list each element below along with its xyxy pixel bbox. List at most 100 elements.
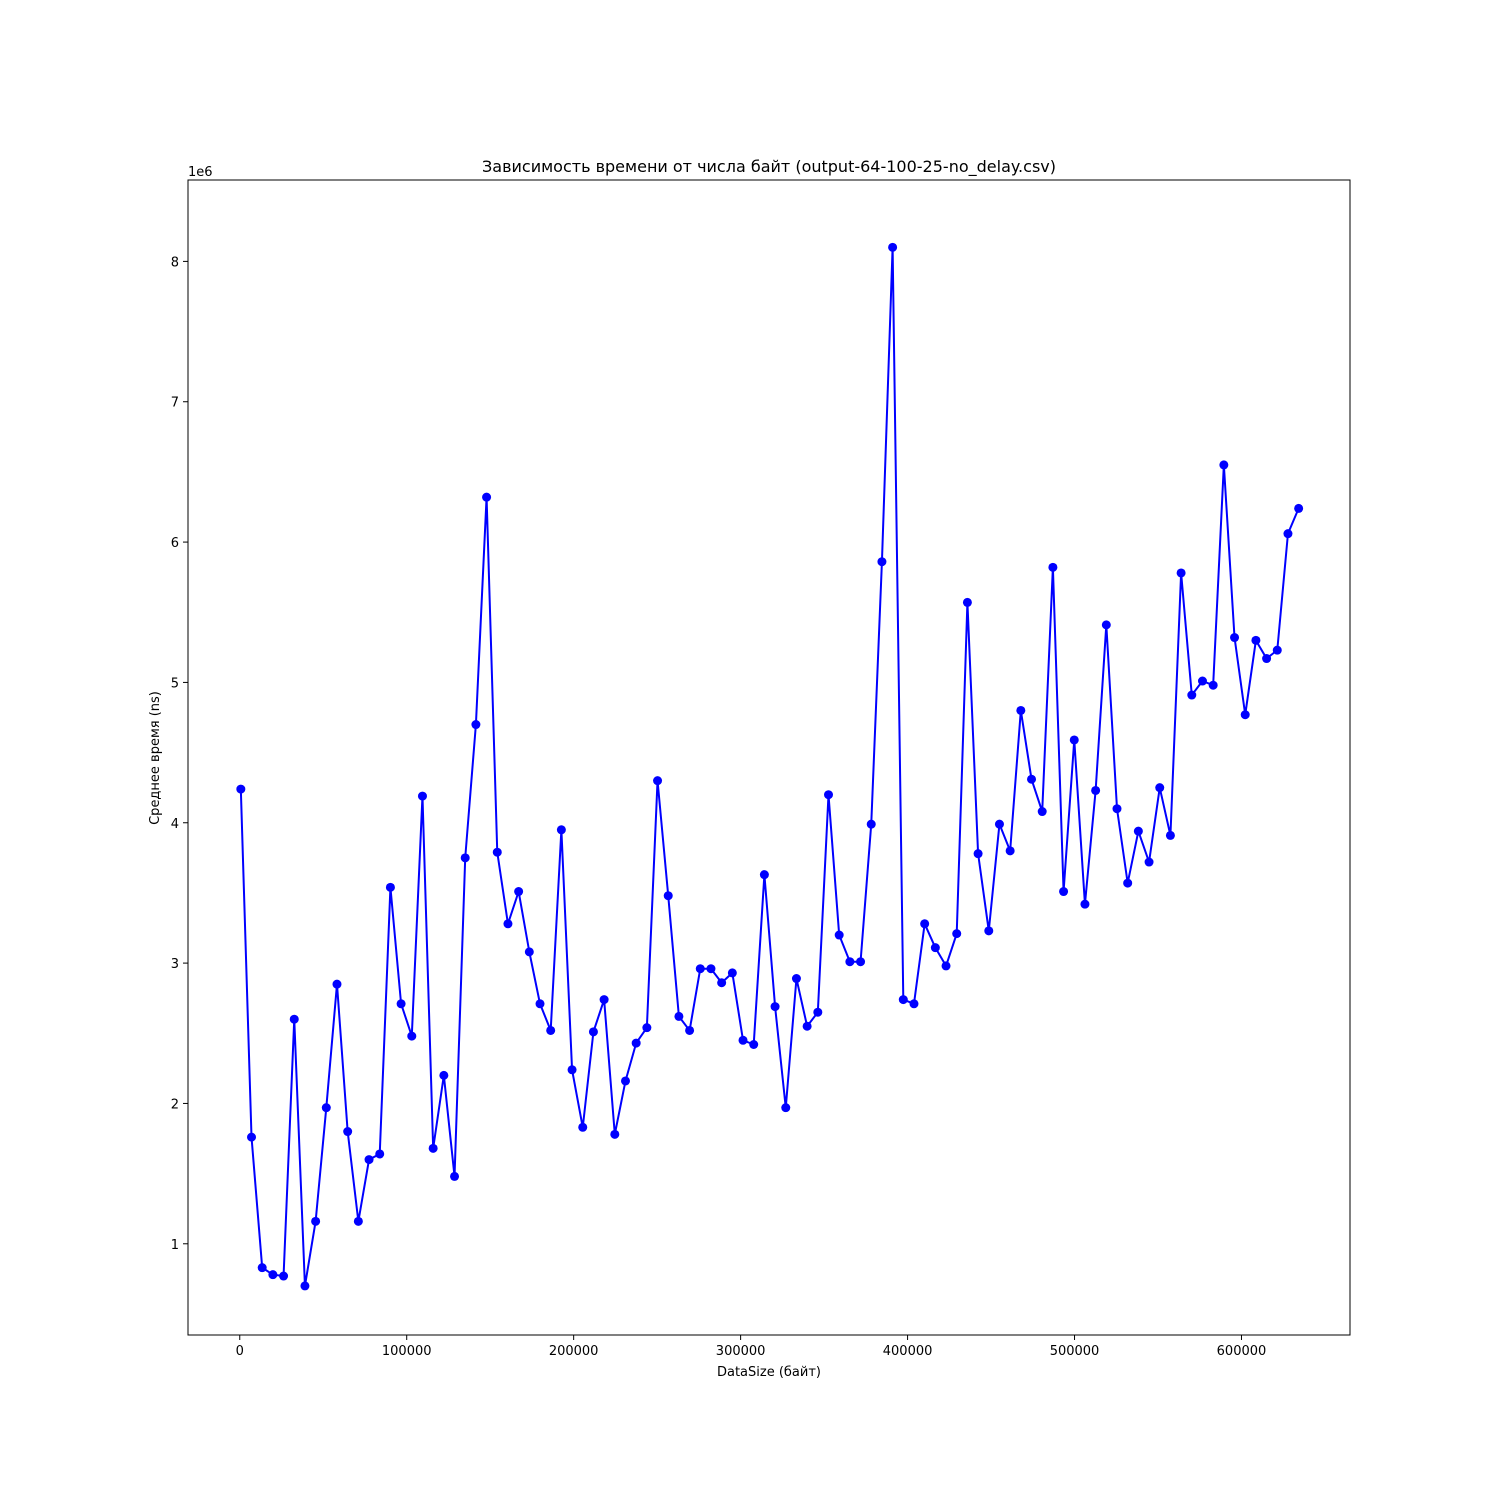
- data-point: [738, 1035, 748, 1045]
- data-point: [556, 825, 566, 835]
- series-line: [239, 246, 1300, 1287]
- data-point: [578, 1122, 588, 1132]
- data-point: [514, 887, 524, 897]
- data-point: [952, 929, 962, 939]
- x-tick-label: 100000: [382, 1344, 432, 1359]
- data-point: [770, 1002, 780, 1012]
- data-point: [1080, 899, 1090, 909]
- x-tick-label: 400000: [883, 1344, 933, 1359]
- data-point: [364, 1155, 374, 1165]
- x-tick-label: 0: [236, 1344, 244, 1359]
- data-point: [546, 1025, 556, 1035]
- data-point: [984, 926, 994, 936]
- data-point: [1155, 783, 1165, 793]
- data-point: [450, 1171, 460, 1181]
- y-tick-label: 6: [171, 536, 179, 551]
- data-point: [663, 891, 673, 901]
- data-point: [1048, 562, 1058, 572]
- data-point: [599, 995, 609, 1005]
- data-point: [824, 790, 834, 800]
- data-point: [1112, 804, 1122, 814]
- data-point: [417, 791, 427, 801]
- data-point: [930, 943, 940, 953]
- data-point: [396, 999, 406, 1009]
- series-points-group: [236, 242, 1304, 1291]
- data-point: [1187, 690, 1197, 700]
- y-tick-label: 2: [171, 1097, 179, 1112]
- data-point: [279, 1271, 289, 1281]
- data-point: [1283, 529, 1293, 539]
- data-point: [973, 849, 983, 859]
- y-tick-label: 5: [171, 676, 179, 691]
- data-point: [781, 1103, 791, 1113]
- data-point: [1240, 710, 1250, 720]
- data-point: [642, 1023, 652, 1033]
- data-point: [1091, 785, 1101, 795]
- data-point: [631, 1038, 641, 1048]
- data-point: [941, 961, 951, 971]
- data-point: [492, 847, 502, 857]
- data-point: [289, 1014, 299, 1024]
- data-point: [460, 853, 470, 863]
- data-point: [439, 1070, 449, 1080]
- data-point: [610, 1129, 620, 1139]
- data-point: [695, 964, 705, 974]
- data-point: [1197, 676, 1207, 686]
- data-point: [524, 947, 534, 957]
- plot-area: [187, 179, 1351, 1336]
- data-point: [300, 1281, 310, 1291]
- data-point: [407, 1031, 417, 1041]
- data-point: [1262, 654, 1272, 664]
- plot-frame: [187, 179, 1351, 1336]
- y-tick-label: 3: [171, 957, 179, 972]
- data-point: [834, 930, 844, 940]
- data-point: [375, 1149, 385, 1159]
- data-point: [1037, 807, 1047, 817]
- chart-title: Зависимость времени от числа байт (outpu…: [482, 157, 1056, 177]
- data-point: [620, 1076, 630, 1086]
- data-point: [674, 1011, 684, 1021]
- x-tick-label: 600000: [1217, 1344, 1267, 1359]
- data-point: [268, 1270, 278, 1280]
- y-tick-label: 4: [171, 817, 179, 832]
- y-axis-label: Среднее время (ns): [148, 691, 163, 825]
- data-point: [813, 1007, 823, 1017]
- data-point: [1165, 830, 1175, 840]
- data-point: [994, 819, 1004, 829]
- data-point: [343, 1127, 353, 1137]
- data-point: [535, 999, 545, 1009]
- data-point: [898, 995, 908, 1005]
- series-line-group: [239, 246, 1300, 1287]
- data-point: [920, 919, 930, 929]
- x-axis-label: DataSize (байт): [717, 1365, 821, 1380]
- data-point: [802, 1021, 812, 1031]
- data-point: [588, 1027, 598, 1037]
- data-point: [385, 882, 395, 892]
- data-point: [1219, 460, 1229, 470]
- data-point: [845, 957, 855, 967]
- data-point: [856, 957, 866, 967]
- data-point: [332, 979, 342, 989]
- data-point: [717, 978, 727, 988]
- data-point: [236, 784, 246, 794]
- data-point: [759, 870, 769, 880]
- data-point: [1016, 705, 1026, 715]
- data-point: [567, 1065, 577, 1075]
- data-point: [353, 1216, 363, 1226]
- data-point: [877, 557, 887, 567]
- data-point: [471, 720, 481, 730]
- data-point: [749, 1039, 759, 1049]
- data-point: [888, 242, 898, 252]
- data-point: [1208, 680, 1218, 690]
- data-point: [1027, 774, 1037, 784]
- data-point: [1133, 826, 1143, 836]
- data-point: [866, 819, 876, 829]
- data-point: [1144, 857, 1154, 867]
- data-point: [1005, 846, 1015, 856]
- data-point: [653, 776, 663, 786]
- data-point: [257, 1263, 267, 1273]
- data-point: [311, 1216, 321, 1226]
- data-point: [685, 1025, 695, 1035]
- data-point: [1123, 878, 1133, 888]
